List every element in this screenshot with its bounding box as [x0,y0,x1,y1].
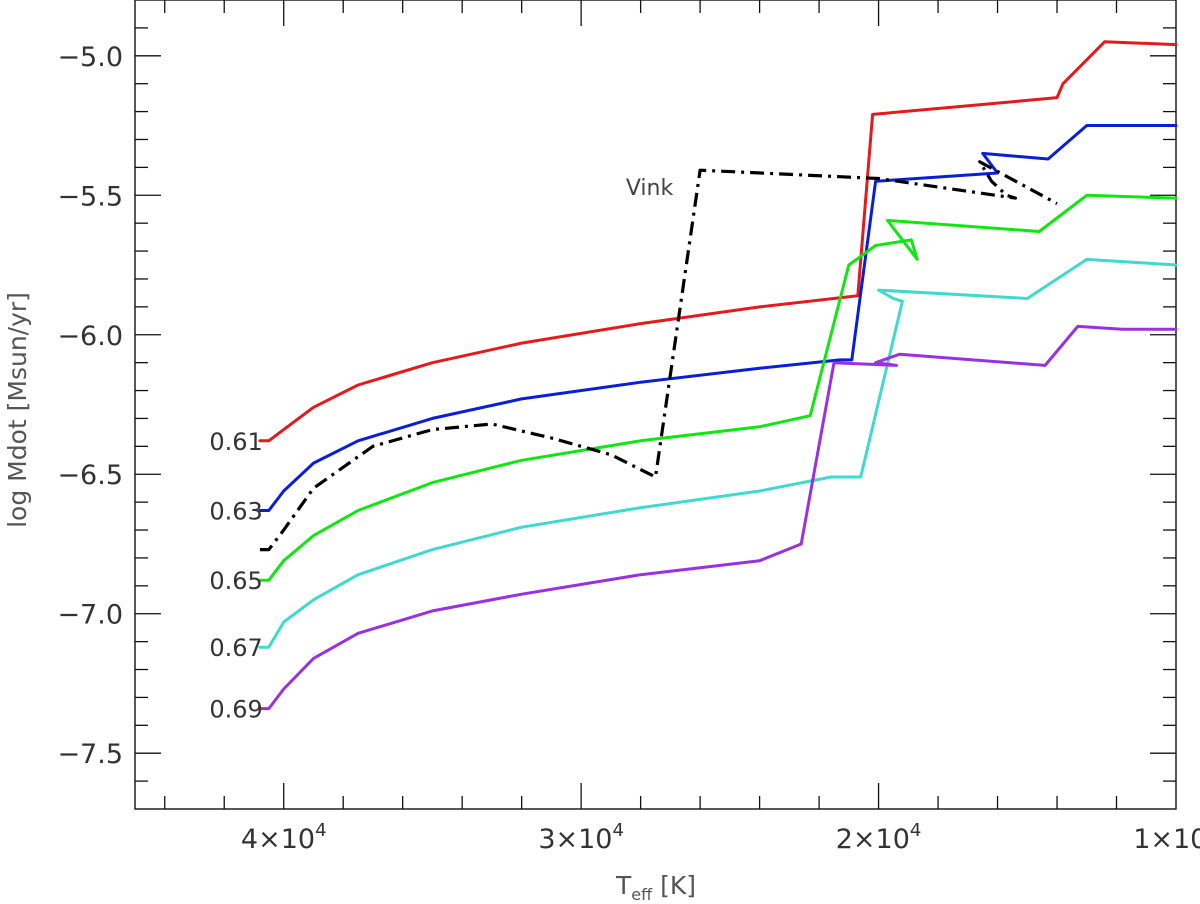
series-labels: 0.61 0.63 0.65 0.67 0.69 Vink [209,176,673,724]
x-tick-label: 4×104 [241,820,327,855]
series-line-0.69 [258,324,1178,711]
x-tick-exponent: 4 [613,820,624,841]
series-label-0.63: 0.63 [209,498,262,526]
series-line-0.61 [258,40,1178,443]
y-tick-label: −5.0 [57,42,123,73]
x-tick-label: 2×104 [836,820,922,855]
y-tick-label: −6.5 [57,460,123,491]
x-tick-mantissa: 1×10 [1133,824,1200,855]
series-label-vink: Vink [626,176,674,201]
x-axis-title-unit: [K] [660,871,696,900]
series-label-0.65: 0.65 [209,567,262,595]
y-axis-title: log Mdot [Msun/yr] [3,292,32,528]
y-tick-labels: −5.0 −5.5 −6.0 −6.5 −7.0 −7.5 [57,42,123,770]
y-tick-label: −5.5 [57,181,123,212]
series-line-0.63 [258,124,1178,512]
x-axis-title: Teff [K] [615,871,696,904]
series-lines [258,40,1178,711]
y-tick-label: −7.5 [57,739,123,770]
x-tick-exponent: 4 [315,820,326,841]
x-tick-mantissa: 2×10 [836,824,910,855]
series-line-vink [259,160,1058,552]
series-line-0.67 [258,257,1178,649]
x-tick-label: 1×104 [1133,820,1200,855]
x-tick-mantissa: 3×10 [538,824,612,855]
x-axis-title-main: T [615,871,632,900]
plot-frame [134,0,1177,810]
series-line-0.65 [258,193,1178,582]
x-axis-title-sub: eff [631,885,653,904]
series-label-0.61: 0.61 [209,428,262,456]
x-tick-exponent: 4 [910,820,921,841]
x-tick-mantissa: 4×10 [241,824,315,855]
series-label-0.67: 0.67 [209,634,262,662]
x-tick-label: 3×104 [538,820,624,855]
y-tick-label: −6.0 [57,321,123,352]
axis-ticks [135,0,1176,809]
y-tick-label: −7.0 [57,600,123,631]
series-label-0.69: 0.69 [209,696,262,724]
